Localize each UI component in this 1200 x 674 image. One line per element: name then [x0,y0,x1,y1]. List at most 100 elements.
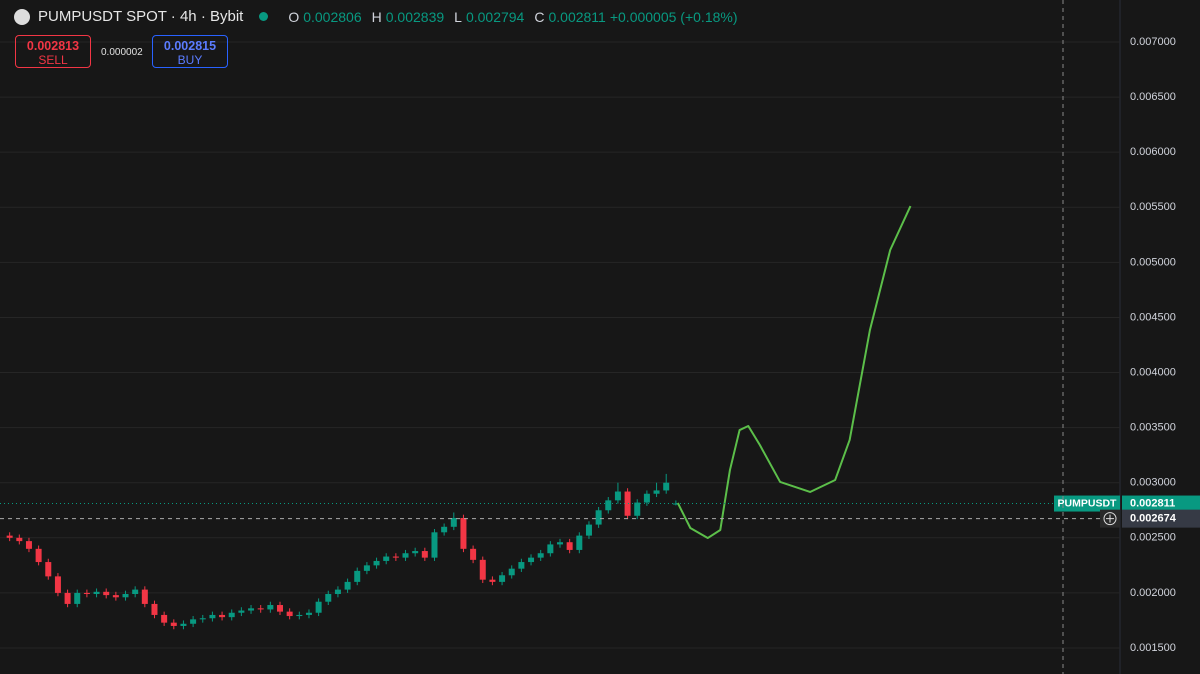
candle-body [93,591,100,595]
y-tick-label: 0.005500 [1130,201,1176,213]
y-tick-label: 0.006000 [1130,146,1176,158]
candle-body [605,500,612,511]
candle-body [325,594,332,602]
sell-price: 0.002813 [26,39,80,53]
candle-body [499,575,506,582]
market-status [259,12,269,21]
candle-body [64,592,71,604]
candle-body [315,601,322,613]
candle-body [190,619,197,624]
last-price-symbol: PUMPUSDT [1058,497,1118,509]
y-tick-label: 0.006500 [1130,91,1176,103]
candle-body [209,614,216,619]
legend-header: PUMPUSDT SPOT · 4h · Bybit O 0.002806 H 0.… [14,8,738,25]
candle-body [277,605,283,612]
candle-body [373,560,380,566]
candle-body [547,544,554,554]
candle-body [170,622,177,626]
candle-body [653,490,660,494]
spread: 0.000002 [101,47,143,58]
candle-body [576,535,583,550]
candle-body [248,608,255,611]
candle-body [122,594,129,598]
candle-body [103,591,110,596]
last-price-tag [1054,495,1120,512]
y-tick-label: 0.003500 [1130,422,1176,434]
candle-body [441,526,448,533]
candle-body [528,557,535,563]
candle-body [305,612,312,615]
candle-body [450,517,457,527]
candle-body [383,556,390,561]
symbol-icon [14,8,30,25]
buy-price: 0.002815 [163,39,217,53]
candle-body [460,517,467,549]
y-tick-label: 0.007000 [1130,36,1176,48]
ohlc-key: C [534,8,545,25]
candle-body [6,535,13,538]
ohlc-value: 0.002806 [303,8,362,25]
candle-body [83,592,90,595]
candle-body [672,503,679,505]
candle-body [25,541,32,549]
y-tick-label: 0.002500 [1130,532,1176,544]
candle-body [257,608,264,610]
candle-body [286,611,293,617]
candle-body [141,589,148,604]
candle-body [334,589,341,595]
candle-body [557,542,563,545]
y-tick-label: 0.004000 [1130,366,1176,378]
candle-body [16,537,23,542]
candle-body [219,614,226,618]
candle-body [634,502,641,516]
candle-body [151,603,158,615]
crosshair-label: 0.002674 [1130,513,1177,525]
ohlc-key: L [454,8,462,25]
candle-body [199,618,206,620]
candle-body [180,623,187,626]
candle-body [74,592,81,604]
candle-body [296,614,303,617]
candle-body [421,551,428,558]
candle-body [35,548,42,563]
sell-button[interactable]: 0.002813 SELL [15,35,91,68]
crosshair-plus [1103,512,1117,526]
candle-body [363,565,370,571]
ohlc-value: 0.002811 [548,8,606,25]
candle-body [508,568,515,576]
candle-body [228,612,235,618]
candle-body [402,553,409,558]
candle-body [489,579,496,582]
ohlc-key: H [371,8,382,25]
y-tick-label: 0.005000 [1130,256,1176,268]
candle-body [45,562,52,577]
crosshair-box [1122,509,1200,528]
candle-body [470,548,477,560]
y-tick-label: 0.004500 [1130,311,1176,323]
drawing-line [676,205,912,540]
crosshair-plus-sign [1106,514,1114,523]
candle-body [595,510,602,525]
candle-body [344,581,351,590]
ohlc-key: O [288,8,300,25]
sell-label: SELL [38,53,68,67]
candle-body [431,532,438,558]
ohlc-value: 0.002839 [385,8,445,25]
candle-body [585,524,592,536]
candle-body [537,553,544,558]
candle-body [479,559,486,580]
candle-body [112,595,119,598]
candle-body [412,551,419,554]
candle-body [354,570,361,582]
candle-body [624,491,631,516]
candle-body [663,482,670,491]
buy-button[interactable]: 0.002815 BUY [152,35,228,68]
candle-body [161,614,168,623]
candle-body [132,589,139,595]
last-price-label: 0.002811 [1130,497,1175,509]
symbol-title[interactable]: PUMPUSDT SPOT · 4h · Bybit [38,8,244,25]
candle-body [643,493,650,503]
candle-body [614,491,621,501]
